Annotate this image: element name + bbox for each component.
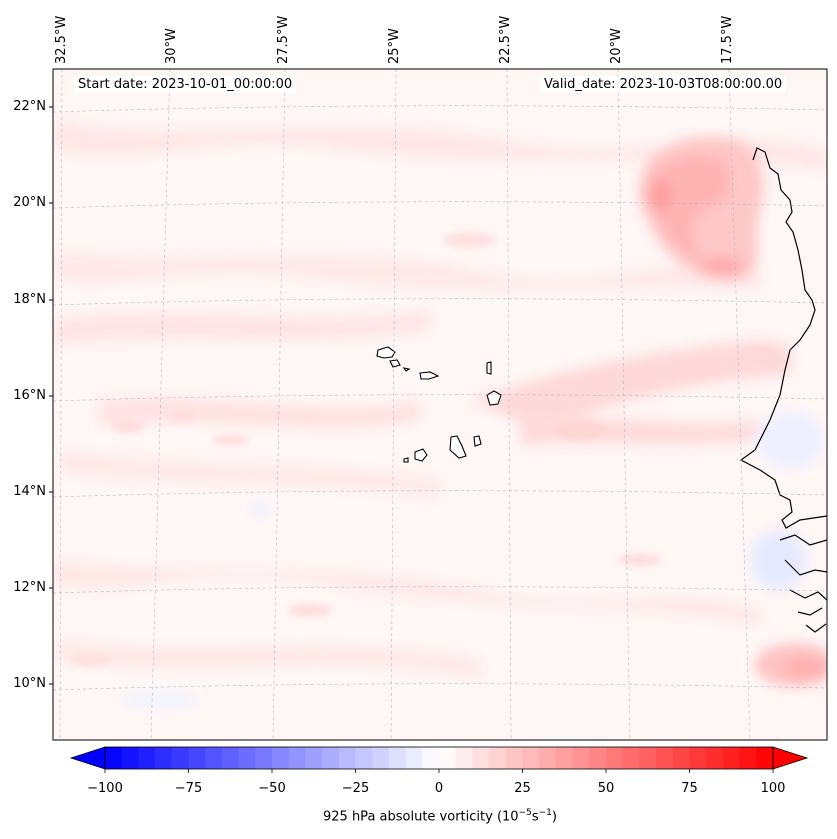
island-fogo	[414, 448, 428, 462]
colorbar-bin	[355, 747, 373, 769]
colorbar-bin	[221, 747, 239, 769]
colorbar-tick-label: 100	[760, 781, 786, 796]
colorbar-bin	[272, 747, 290, 769]
colorbar-tick-label: −100	[87, 781, 123, 796]
colorbar-bin	[188, 747, 206, 769]
start-date-label: Start date: 2023-10-01_00:00:00	[74, 76, 297, 93]
colorbar-bin	[388, 747, 406, 769]
colorbar-bin	[756, 747, 774, 769]
island-brava	[403, 457, 409, 463]
colorbar-bin	[205, 747, 223, 769]
colorbar-bin	[622, 747, 640, 769]
lat-tick-marks	[49, 106, 53, 685]
colorbar-bin	[255, 747, 273, 769]
valid-date-label: Valid_date: 2023-10-03T08:00:00.00	[540, 76, 787, 93]
colorbar-tick-label: 50	[597, 781, 615, 796]
colorbar-bin	[155, 747, 173, 769]
colorbar-bin	[706, 747, 724, 769]
colorbar-bin	[722, 747, 740, 769]
colorbar-extend-max	[772, 746, 809, 770]
lon-label-20w: 20°W	[609, 28, 624, 64]
lon-label-30w: 30°W	[164, 28, 179, 64]
colorbar-bin	[288, 747, 306, 769]
colorbar-label: 925 hPa absolute vorticity (10−5s−1)	[323, 808, 557, 825]
colorbar-bin	[322, 747, 340, 769]
colorbar-bin	[572, 747, 590, 769]
colorbar-bin	[422, 747, 440, 769]
colorbar-bin	[455, 747, 473, 769]
map-gridlines	[53, 69, 827, 740]
lat-label-20n: 20°N	[13, 195, 46, 210]
lat-label-22n: 22°N	[13, 99, 46, 114]
africa-coastline	[739, 147, 827, 633]
colorbar-bin	[105, 747, 123, 769]
island-santo-antao	[376, 346, 396, 359]
lon-label-17-5w: 17.5°W	[720, 15, 735, 64]
lat-label-18n: 18°N	[13, 292, 46, 307]
colorbar-tick-label: −25	[341, 781, 370, 796]
colorbar-bin	[472, 747, 490, 769]
colorbar-bin	[689, 747, 707, 769]
colorbar-bin	[238, 747, 256, 769]
colorbar-bin	[338, 747, 356, 769]
colorbar-extend-min	[69, 746, 106, 770]
island-maio	[473, 435, 482, 447]
colorbar-tick-label: −75	[174, 781, 203, 796]
lon-label-25w: 25°W	[387, 28, 402, 64]
colorbar-bin	[656, 747, 674, 769]
island-santa-luzia	[402, 367, 411, 372]
lon-label-22-5w: 22.5°W	[498, 15, 513, 64]
colorbar-bin	[606, 747, 624, 769]
map-frame	[52, 68, 828, 741]
vorticity-field	[53, 69, 827, 740]
lat-label-16n: 16°N	[13, 388, 46, 403]
colorbar-bin	[305, 747, 323, 769]
colorbar-bin	[405, 747, 423, 769]
negative-vorticity-patches	[120, 412, 825, 708]
lon-label-32-5w: 32.5°W	[54, 15, 69, 64]
colorbar-bin	[505, 747, 523, 769]
colorbar-bin	[489, 747, 507, 769]
lat-label-12n: 12°N	[13, 580, 46, 595]
colorbar-bin	[739, 747, 757, 769]
lat-label-14n: 14°N	[13, 484, 46, 499]
colorbar-bin	[555, 747, 573, 769]
colorbar-bin	[672, 747, 690, 769]
colorbar-tick-label: 25	[514, 781, 531, 796]
colorbar-tick-label: 75	[681, 781, 698, 796]
island-sao-nicolau	[419, 371, 440, 380]
small-scale-cells	[70, 232, 662, 666]
colorbar-bin	[121, 747, 139, 769]
colorbar	[69, 746, 809, 773]
island-santiago	[449, 435, 467, 459]
colorbar-bin	[522, 747, 540, 769]
lon-label-27-5w: 27.5°W	[276, 15, 291, 64]
colorbar-bin	[372, 747, 390, 769]
colorbar-bin	[539, 747, 557, 769]
colorbar-bin	[439, 747, 457, 769]
colorbar-bin	[589, 747, 607, 769]
lat-label-10n: 10°N	[13, 676, 46, 691]
colorbar-bin	[639, 747, 657, 769]
colorbar-bin	[171, 747, 189, 769]
colorbar-tick-label: 0	[434, 781, 444, 796]
island-sao-vicente	[389, 359, 401, 368]
island-sal	[486, 361, 492, 375]
colorbar-tick-label: −50	[258, 781, 286, 796]
colorbar-bin	[138, 747, 156, 769]
